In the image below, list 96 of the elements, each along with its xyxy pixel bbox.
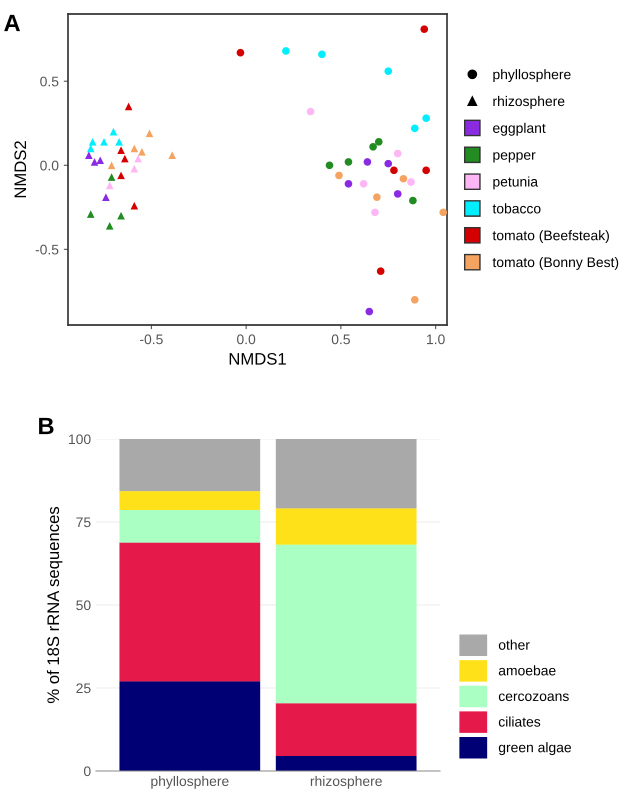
point [394, 190, 402, 198]
x-tick-label: 1.0 [427, 334, 445, 344]
bar [119, 681, 260, 771]
point [88, 138, 96, 146]
x-tick-label: 0.0 [237, 334, 256, 344]
legend-label: other [498, 640, 530, 650]
y-axis-title: % of 18S rRNA sequences [46, 506, 62, 704]
legend-label: tomato (Beefsteak) [492, 230, 609, 244]
bar [119, 542, 260, 682]
point [117, 172, 125, 180]
point [422, 114, 430, 122]
point [384, 160, 392, 168]
legend-label: pepper [493, 152, 536, 163]
point [102, 193, 110, 202]
point [335, 172, 343, 180]
point [306, 108, 314, 116]
point [394, 150, 402, 158]
legend-label: cercozoans [498, 693, 569, 702]
legend-label: rhizosphere [493, 96, 564, 109]
legend-label: phyllosphere [493, 69, 571, 82]
point [373, 193, 381, 202]
legend-label: petunia [493, 176, 538, 190]
point [117, 212, 125, 220]
y-tick-label: 0.5 [40, 76, 58, 86]
point [282, 47, 290, 55]
y-tick-label: 100 [69, 434, 91, 444]
point [410, 124, 419, 132]
point [86, 144, 95, 152]
point [366, 308, 374, 316]
point [90, 158, 98, 166]
x-tick-label: -0.5 [140, 334, 163, 344]
point [369, 143, 377, 151]
point [168, 151, 176, 160]
x-tick-label: 0.5 [332, 334, 350, 344]
point [371, 208, 379, 216]
point [376, 267, 384, 276]
point [364, 158, 372, 166]
point [326, 161, 334, 170]
point [400, 174, 408, 183]
point [106, 222, 114, 230]
point [236, 48, 244, 56]
point [117, 146, 125, 154]
bar [276, 439, 417, 508]
point [108, 173, 116, 181]
point [374, 138, 383, 146]
point [106, 182, 114, 190]
point [115, 138, 123, 146]
point [121, 154, 129, 162]
bar [276, 508, 417, 545]
point [409, 196, 417, 204]
point [439, 208, 447, 216]
point [344, 158, 352, 166]
point [384, 67, 392, 75]
y-tick-label: 75 [76, 517, 91, 528]
y-axis-title: NMDS2 [14, 141, 26, 198]
x-axis-title: NMDS1 [230, 352, 286, 365]
point [85, 151, 93, 160]
legend-label: green algae [498, 742, 572, 756]
legend-label: tomato (Bonny Best) [492, 256, 618, 270]
bar [276, 703, 417, 756]
point [96, 156, 104, 164]
point [407, 178, 415, 186]
point [422, 166, 430, 174]
legend-label: amoebae [498, 665, 556, 676]
point [110, 128, 118, 136]
point [410, 296, 419, 304]
y-tick-label: 0 [84, 766, 91, 776]
point [130, 202, 138, 210]
chart-title: A [4, 14, 20, 32]
point [360, 180, 368, 188]
bar [119, 439, 260, 492]
bar [119, 491, 260, 510]
y-tick-label: 0.0 [40, 160, 58, 170]
chart-title: B [39, 418, 54, 434]
y-tick-label: -0.5 [36, 244, 58, 255]
point [138, 148, 146, 156]
bar [276, 756, 417, 771]
y-tick-label: 50 [76, 600, 91, 610]
legend-label: ciliates [498, 716, 540, 727]
point [124, 102, 132, 110]
legend-label: eggplant [493, 122, 546, 136]
point [318, 50, 326, 58]
point [130, 164, 138, 172]
point [86, 210, 95, 218]
point [100, 138, 108, 146]
bar [276, 544, 417, 704]
legend-label: tobacco [492, 203, 541, 214]
point [420, 25, 428, 33]
point [130, 144, 138, 152]
point [134, 154, 142, 162]
point [390, 166, 398, 174]
y-tick-label: 25 [76, 683, 91, 694]
point [108, 161, 116, 170]
point [344, 180, 352, 188]
bar [119, 510, 260, 543]
point [146, 130, 154, 138]
